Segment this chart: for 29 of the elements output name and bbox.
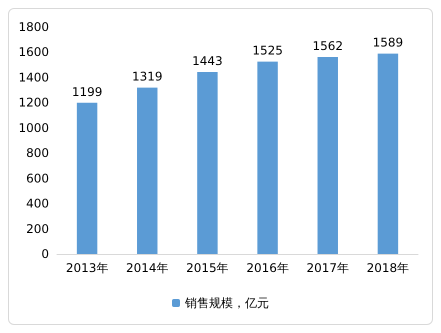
bar [378,54,398,254]
x-tick-label: 2017年 [306,261,350,275]
data-label: 1319 [132,70,163,84]
y-tick-label: 1600 [18,45,49,60]
bar [318,57,338,254]
x-tick-label: 2014年 [126,261,169,275]
x-tick-label: 2018年 [366,261,410,275]
y-tick-label: 600 [26,171,49,186]
y-tick-label: 1000 [18,120,49,135]
legend-label: 销售规模，亿元 [184,296,269,310]
y-tick-label: 400 [26,196,49,211]
x-tick-label: 2015年 [186,261,229,275]
y-tick-label: 200 [26,222,49,236]
data-label: 1525 [252,44,283,58]
y-tick-label: 1200 [18,96,49,110]
data-label: 1443 [192,54,223,68]
bar [137,88,158,254]
y-tick-label: 1400 [18,70,49,84]
y-tick-label: 1800 [18,20,49,34]
bar [197,72,218,254]
data-label: 1589 [372,36,404,50]
data-label: 1199 [72,84,102,99]
y-tick-label: 800 [26,146,49,160]
bar [257,62,278,254]
bar [76,102,98,254]
x-tick-label: 2013年 [66,261,108,275]
y-tick-label: 0 [41,247,49,261]
x-tick-label: 2016年 [246,261,289,275]
data-label: 1562 [312,39,344,54]
